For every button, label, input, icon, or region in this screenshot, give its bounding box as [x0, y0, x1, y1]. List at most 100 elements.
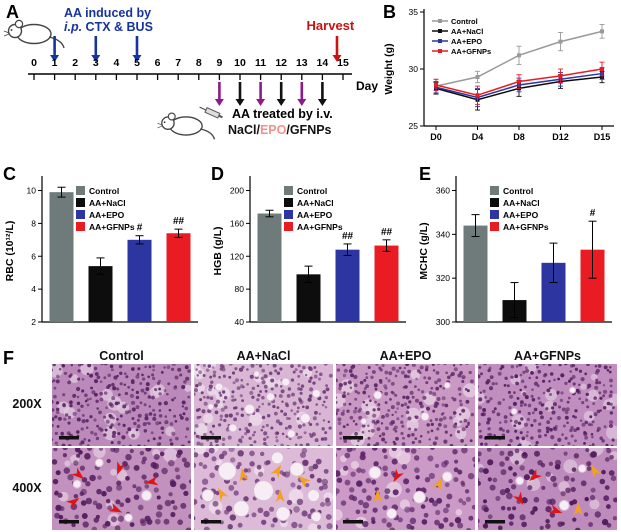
y-tick-label: 320 — [436, 273, 450, 283]
y-tick-label: 6 — [31, 251, 36, 261]
day-number: 1 — [52, 57, 58, 69]
histology-image-400X-Control — [52, 448, 191, 530]
panel-c-label: C — [3, 164, 16, 184]
bar-AA+GFNPs — [374, 245, 399, 322]
y-axis-label: HGB (g/L) — [212, 227, 224, 276]
day-number: 3 — [93, 57, 99, 69]
scale-bar — [59, 436, 79, 440]
significance-annotation: ## — [342, 231, 354, 242]
legend-swatch — [490, 210, 499, 219]
legend-label: AA+GFNPs — [503, 222, 549, 232]
day-number: 10 — [234, 57, 246, 69]
day-number: 14 — [317, 57, 329, 69]
legend-label: Control — [297, 186, 327, 196]
treatment-day-arrow-icon — [235, 82, 245, 106]
harvest-arrow-icon — [332, 36, 342, 62]
treatment-day-arrow-icon — [317, 82, 327, 106]
scale-bar — [201, 520, 221, 524]
day-number: 5 — [134, 57, 140, 69]
y-tick-label: 2 — [31, 317, 36, 327]
legend-label: AA+GFNPs — [89, 222, 135, 232]
red-arrow-icon — [393, 468, 404, 483]
treatment-label-line2: NaCl/EPO/GFNPs — [228, 123, 332, 137]
significance-annotation: # — [137, 223, 143, 234]
day-number: 7 — [175, 57, 181, 69]
legend-swatch — [284, 210, 293, 219]
panel-a-label: A — [6, 2, 19, 22]
bar-AA+EPO — [127, 239, 152, 322]
legend-swatch — [76, 222, 85, 231]
panel-e-label: E — [419, 164, 432, 184]
legend-swatch — [76, 198, 85, 207]
y-tick-label: 25 — [409, 121, 419, 131]
y-axis-label: MCHC (g/L) — [418, 222, 430, 279]
y-tick-label: 340 — [436, 229, 450, 239]
day-number: 12 — [275, 57, 287, 69]
red-arrow-icon — [529, 469, 543, 481]
histology-image-200X-AA+NaCl — [194, 364, 333, 446]
histology-image-400X-AA+GFNPs — [478, 448, 617, 530]
red-arrow-icon — [66, 497, 80, 510]
legend-label: AA+GFNPs — [297, 222, 343, 232]
panel-e-mchc-bar-chart: 300 320 340 360 MCHC (g/L) # Control AA+NaCl AA+… — [418, 176, 612, 327]
x-tick-label: D0 — [430, 132, 442, 142]
bar-AA+GFNPs — [166, 233, 191, 322]
legend-label: AA+NaCl — [89, 198, 126, 208]
day-number: 8 — [196, 57, 202, 69]
bar-Control — [257, 213, 282, 322]
x-tick-label: D12 — [552, 132, 569, 142]
legend-swatch — [438, 39, 442, 43]
mouse-icon — [3, 19, 65, 49]
treatment-day-arrow-icon — [256, 82, 266, 106]
histology-column-header: Control — [99, 349, 144, 363]
legend-swatch — [438, 29, 442, 33]
histology-row-label: 400X — [12, 481, 42, 495]
data-point — [558, 73, 563, 78]
legend-swatch — [490, 186, 499, 195]
red-arrow-icon — [513, 491, 524, 506]
panel-d-hgb-bar-chart: 40 80 120 160 200 HGB (g/L) ## ## Control AA+NaCl… — [212, 176, 406, 327]
legend-swatch — [438, 19, 442, 23]
bar-AA+NaCl — [88, 266, 113, 322]
legend-label: AA+EPO — [451, 37, 482, 46]
scale-bar — [485, 436, 505, 440]
y-axis-label: Weight (g) — [383, 43, 395, 94]
day-axis-label: Day — [356, 79, 378, 93]
induction-label-line2: i.p. CTX & BUS — [64, 20, 153, 34]
y-tick-label: 30 — [409, 64, 419, 74]
histology-column-header: AA+NaCl — [236, 349, 291, 363]
y-tick-label: 40 — [235, 317, 245, 327]
bar-Control — [49, 192, 74, 322]
red-arrow-icon — [117, 461, 126, 475]
data-point — [475, 74, 480, 79]
induction-label-line1: AA induced by — [64, 6, 151, 20]
legend-label: AA+EPO — [297, 210, 333, 220]
histology-column-header: AA+EPO — [379, 349, 432, 363]
treated-mouse-icon — [157, 112, 216, 140]
legend-label: AA+EPO — [89, 210, 125, 220]
day-number: 15 — [337, 57, 349, 69]
orange-arrow-icon — [275, 489, 285, 503]
orange-arrow-icon — [373, 489, 383, 503]
legend-label: Control — [89, 186, 119, 196]
treatment-day-arrow-icon — [214, 82, 224, 106]
y-axis-label: RBC (10¹²/L) — [4, 221, 16, 282]
legend-swatch — [284, 198, 293, 207]
day-number: 0 — [31, 57, 37, 69]
histology-image-200X-Control — [52, 364, 191, 446]
data-point — [517, 79, 521, 84]
syringe-icon — [199, 106, 223, 119]
panel-f-label: F — [3, 348, 14, 368]
x-tick-label: D8 — [513, 132, 525, 142]
day-number: 6 — [155, 57, 161, 69]
y-tick-label: 120 — [230, 251, 244, 261]
histology-image-200X-AA+GFNPs — [478, 364, 617, 446]
day-number: 2 — [72, 57, 78, 69]
panel-b-label: B — [383, 2, 396, 22]
y-tick-label: 10 — [27, 186, 37, 196]
day-number: 11 — [255, 57, 266, 69]
orange-arrow-icon — [239, 467, 249, 482]
series-AA+GFNPs — [433, 61, 605, 105]
red-arrow-icon — [548, 504, 563, 514]
